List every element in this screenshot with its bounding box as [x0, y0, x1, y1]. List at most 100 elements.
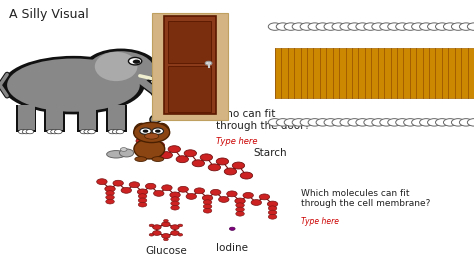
Circle shape [396, 23, 409, 30]
Circle shape [372, 23, 385, 30]
Circle shape [372, 119, 385, 126]
Bar [152, 13, 228, 120]
Bar [44, 105, 65, 132]
Bar [18, 105, 35, 130]
Circle shape [236, 207, 244, 212]
Circle shape [160, 152, 173, 159]
Circle shape [178, 224, 182, 227]
Circle shape [404, 23, 417, 30]
Circle shape [80, 130, 88, 134]
Text: A Silly Visual: A Silly Visual [9, 8, 89, 21]
Circle shape [224, 168, 237, 175]
Circle shape [203, 200, 212, 205]
Circle shape [216, 158, 228, 165]
Circle shape [84, 130, 91, 134]
Circle shape [268, 214, 277, 219]
Circle shape [171, 231, 179, 235]
Circle shape [47, 130, 55, 134]
Circle shape [26, 130, 34, 134]
Circle shape [203, 208, 212, 213]
Circle shape [292, 119, 305, 126]
Circle shape [388, 119, 401, 126]
Ellipse shape [145, 133, 159, 139]
Circle shape [451, 23, 465, 30]
Text: Who can fit
through the door?: Who can fit through the door? [216, 109, 310, 131]
Circle shape [113, 180, 123, 186]
Circle shape [459, 119, 473, 126]
Circle shape [119, 149, 134, 157]
Circle shape [154, 190, 164, 196]
Circle shape [251, 200, 262, 205]
Bar [275, 48, 474, 98]
Circle shape [259, 194, 270, 200]
Circle shape [128, 57, 142, 65]
Ellipse shape [107, 151, 126, 158]
Circle shape [419, 119, 433, 126]
Circle shape [153, 231, 161, 235]
Bar [46, 105, 63, 130]
Ellipse shape [7, 59, 140, 112]
Circle shape [134, 122, 170, 143]
Circle shape [171, 197, 179, 202]
Circle shape [143, 130, 148, 133]
Circle shape [419, 23, 433, 30]
Circle shape [268, 210, 277, 215]
Circle shape [202, 195, 213, 201]
Circle shape [120, 148, 127, 151]
Circle shape [176, 156, 189, 163]
Circle shape [106, 191, 114, 196]
Bar [16, 105, 36, 132]
Circle shape [284, 23, 298, 30]
Ellipse shape [134, 123, 146, 134]
Ellipse shape [152, 157, 164, 161]
Circle shape [235, 198, 245, 204]
Circle shape [332, 119, 345, 126]
Circle shape [332, 23, 345, 30]
Text: Which molecules can fit
through the cell membrane?: Which molecules can fit through the cell… [301, 189, 430, 208]
Circle shape [380, 119, 393, 126]
Circle shape [229, 227, 235, 230]
Circle shape [129, 182, 140, 188]
Ellipse shape [88, 51, 154, 87]
Bar [108, 105, 125, 130]
Circle shape [112, 130, 120, 134]
Circle shape [149, 224, 154, 227]
Circle shape [388, 23, 401, 30]
Circle shape [348, 23, 361, 30]
Circle shape [194, 188, 205, 194]
Circle shape [316, 23, 329, 30]
Circle shape [324, 23, 337, 30]
Circle shape [192, 160, 204, 167]
Circle shape [138, 198, 147, 203]
Circle shape [152, 128, 164, 134]
Ellipse shape [95, 52, 137, 81]
Circle shape [97, 179, 107, 185]
Circle shape [284, 119, 298, 126]
Circle shape [411, 119, 425, 126]
Circle shape [178, 186, 188, 192]
Circle shape [171, 205, 179, 210]
Circle shape [324, 119, 337, 126]
Circle shape [170, 192, 180, 198]
Circle shape [121, 188, 131, 193]
Circle shape [138, 202, 147, 207]
Text: Iodine: Iodine [216, 243, 248, 253]
Circle shape [300, 119, 313, 126]
Circle shape [459, 23, 473, 30]
Circle shape [243, 192, 254, 198]
Circle shape [106, 199, 114, 204]
Ellipse shape [2, 56, 145, 114]
Circle shape [116, 130, 124, 134]
Circle shape [208, 164, 220, 171]
Circle shape [268, 119, 282, 126]
Circle shape [22, 130, 30, 134]
Circle shape [396, 119, 409, 126]
Bar [164, 16, 216, 114]
Circle shape [178, 234, 182, 236]
Circle shape [467, 23, 474, 30]
Circle shape [236, 211, 244, 216]
Circle shape [436, 23, 449, 30]
Circle shape [292, 23, 305, 30]
Circle shape [149, 234, 154, 236]
Circle shape [227, 191, 237, 197]
